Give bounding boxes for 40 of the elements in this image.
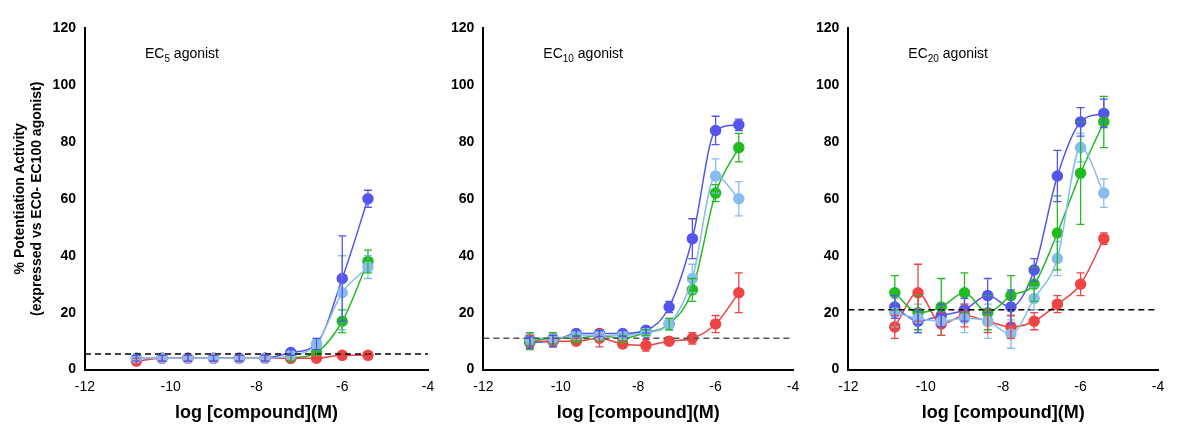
y-tick-label: 20 (60, 303, 77, 320)
x-tick-label: -8 (250, 377, 263, 394)
y-tick-label: 100 (451, 75, 475, 92)
x-tick-label: -4 (1151, 377, 1165, 394)
x-tick-label: -6 (336, 377, 349, 394)
y-tick-label: 60 (60, 189, 77, 206)
y-tick-label: 120 (816, 18, 840, 35)
y-tick-label: 0 (466, 360, 475, 377)
y-axis-title: % Potentiation Activity (expressed vs EC0- EC100 agonist) (11, 81, 45, 316)
x-tick-label: -10 (160, 377, 182, 394)
y-tick-label: 60 (458, 189, 475, 206)
y-tick-label: 80 (823, 132, 840, 149)
y-tick-label: 40 (60, 246, 77, 263)
y-tick-label: 120 (451, 18, 475, 35)
x-tick-label: -12 (838, 377, 859, 394)
x-tick-label: -6 (1074, 377, 1088, 394)
y-tick-label: 60 (823, 189, 840, 206)
x-tick-label: -10 (550, 377, 572, 394)
x-tick-label: -4 (786, 377, 800, 394)
y-tick-label: 100 (816, 75, 840, 92)
y-tick-label: 40 (823, 246, 840, 263)
y-tick-label: 80 (60, 132, 77, 149)
x-axis-title: log [compound](M) (921, 402, 1085, 423)
y-tick-label: 120 (52, 18, 77, 35)
x-tick-label: -4 (421, 377, 435, 394)
x-tick-label: -8 (631, 377, 645, 394)
x-tick-label: -8 (996, 377, 1010, 394)
y-tick-label: 0 (831, 360, 840, 377)
y-tick-label: 0 (68, 360, 77, 377)
x-axis-title: log [compound](M) (175, 402, 338, 423)
y-tick-label: 20 (458, 303, 475, 320)
x-tick-label: -10 (915, 377, 937, 394)
y-tick-label: 20 (823, 303, 840, 320)
x-tick-label: -12 (74, 377, 96, 394)
x-tick-label: -12 (473, 377, 494, 394)
x-axis-title: log [compound](M) (556, 402, 720, 423)
x-tick-label: -6 (709, 377, 723, 394)
y-tick-label: 80 (458, 132, 475, 149)
y-tick-label: 100 (52, 75, 77, 92)
y-tick-label: 40 (458, 246, 475, 263)
